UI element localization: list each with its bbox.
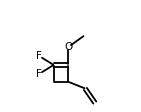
Text: F: F bbox=[36, 51, 42, 61]
Text: F: F bbox=[36, 69, 42, 79]
Text: O: O bbox=[64, 42, 72, 52]
